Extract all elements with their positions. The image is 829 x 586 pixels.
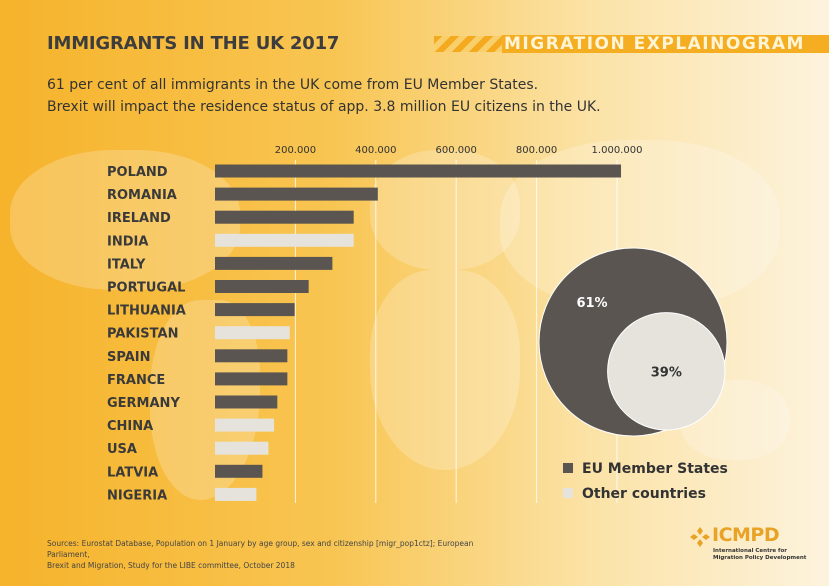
- category-label: USA: [107, 442, 137, 457]
- bar-romania: [215, 187, 378, 201]
- bar-china: [215, 418, 275, 432]
- subtitle-line-2: Brexit will impact the residence status …: [47, 99, 601, 115]
- category-label: SPAIN: [107, 350, 150, 365]
- x-tick-label: 1.000.000: [592, 145, 643, 156]
- x-tick-label: 400.000: [355, 145, 396, 156]
- category-label: ITALY: [107, 257, 146, 272]
- category-label: PORTUGAL: [107, 281, 185, 296]
- bar-portugal: [215, 280, 309, 293]
- x-tick-label: 800.000: [516, 145, 557, 156]
- legend-other-label: Other countries: [582, 486, 706, 502]
- category-label: PAKISTAN: [107, 327, 178, 342]
- bar-india: [215, 233, 354, 247]
- legend-other-swatch: [563, 488, 573, 498]
- bar-pakistan: [215, 326, 290, 340]
- bar-ireland: [215, 210, 354, 224]
- pie-slice-other: [607, 312, 726, 431]
- category-label: POLAND: [107, 165, 168, 180]
- pie-label-eu: 61%: [576, 296, 607, 311]
- bar-spain: [215, 349, 288, 363]
- sources-line-1: Sources: Eurostat Database, Population o…: [47, 539, 474, 559]
- x-tick-label: 200.000: [275, 145, 316, 156]
- category-label: GERMANY: [107, 396, 180, 411]
- category-label: LITHUANIA: [107, 304, 186, 319]
- bar-france: [215, 372, 288, 386]
- category-label: LATVIA: [107, 465, 158, 480]
- pie-label-other: 39%: [651, 365, 682, 380]
- x-tick-label: 600.000: [436, 145, 477, 156]
- category-label: ROMANIA: [107, 188, 177, 203]
- bar-poland: [215, 164, 622, 178]
- logo-name: ICMPD: [712, 524, 780, 546]
- logo-subtitle: International Centre for Migration Polic…: [713, 548, 823, 562]
- brand-banner: MIGRATION EXPLAINOGRAM: [502, 35, 829, 53]
- bar-germany: [215, 395, 278, 409]
- category-label: NIGERIA: [107, 488, 167, 503]
- bar-latvia: [215, 464, 263, 478]
- category-label: IRELAND: [107, 211, 171, 226]
- bar-lithuania: [215, 303, 295, 317]
- world-map-africa: [370, 270, 520, 470]
- category-label: CHINA: [107, 419, 153, 434]
- category-label: FRANCE: [107, 373, 165, 388]
- world-map-north-america: [10, 150, 240, 290]
- icmpd-logo-icon: [690, 527, 710, 547]
- bar-usa: [215, 441, 269, 455]
- legend-eu-swatch: [563, 463, 573, 473]
- logo-subtitle-line-1: International Centre for: [713, 548, 787, 554]
- subtitle-line-1: 61 per cent of all immigrants in the UK …: [47, 77, 539, 93]
- sources-note: Sources: Eurostat Database, Population o…: [47, 538, 487, 571]
- sources-line-2: Brexit and Migration, Study for the LIBE…: [47, 561, 295, 570]
- legend-eu: EU Member States: [563, 461, 728, 477]
- bar-nigeria: [215, 487, 257, 501]
- bar-italy: [215, 256, 333, 270]
- legend-other: Other countries: [563, 486, 706, 502]
- page-title: IMMIGRANTS IN THE UK 2017: [47, 33, 340, 54]
- logo-subtitle-line-2: Migration Policy Development: [713, 555, 807, 561]
- subtitle: 61 per cent of all immigrants in the UK …: [47, 74, 601, 118]
- legend-eu-label: EU Member States: [582, 461, 728, 477]
- category-label: INDIA: [107, 234, 148, 249]
